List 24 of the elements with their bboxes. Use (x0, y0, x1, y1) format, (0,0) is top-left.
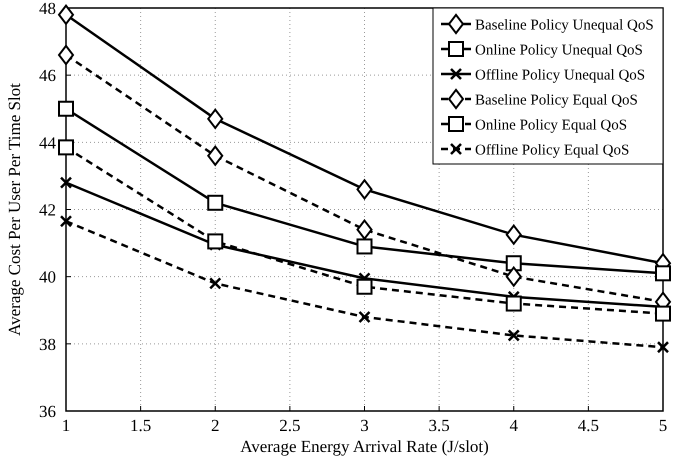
legend-label: Baseline Policy Unequal QoS (475, 17, 654, 34)
legend-label: Offline Policy Unequal QoS (475, 67, 646, 84)
y-tick-label: 42 (39, 200, 56, 220)
y-tick-label: 48 (39, 0, 56, 18)
x-tick-label: 3 (360, 416, 369, 435)
x-tick-label: 5 (658, 416, 668, 435)
y-tick-label: 40 (39, 268, 56, 287)
x-tick-label: 1.5 (130, 416, 152, 435)
y-tick-label: 36 (39, 402, 56, 421)
x-tick-label: 4.5 (578, 416, 599, 435)
y-tick-label: 44 (39, 133, 56, 152)
y-tick-label: 46 (39, 66, 56, 86)
x-axis-title: Average Energy Arrival Rate (J/slot) (240, 437, 489, 456)
legend-label: Online Policy Equal QoS (475, 117, 628, 134)
x-tick-label: 2.5 (279, 416, 300, 435)
y-tick-label: 38 (39, 334, 56, 354)
x-tick-label: 4 (510, 416, 518, 435)
y-axis-title: Average Cost Per User Per Time Slot (5, 82, 24, 336)
x-tick-label: 2 (211, 416, 220, 435)
legend-label: Baseline Policy Equal QoS (475, 92, 638, 108)
legend-label: Offline Policy Equal QoS (475, 142, 630, 158)
legend-label: Online Policy Unequal QoS (475, 42, 643, 58)
x-tick-label: 1 (62, 416, 70, 435)
x-tick-label: 3.5 (428, 416, 450, 435)
